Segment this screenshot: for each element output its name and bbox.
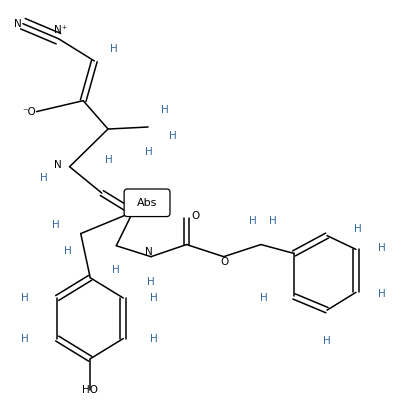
Text: H: H — [52, 220, 60, 231]
Text: H: H — [40, 173, 48, 183]
Text: O: O — [191, 211, 200, 221]
Text: H: H — [112, 265, 120, 275]
Text: N: N — [14, 19, 22, 29]
Text: H: H — [161, 104, 168, 115]
Text: O: O — [220, 257, 229, 266]
Text: H: H — [169, 131, 177, 141]
Text: H: H — [249, 216, 257, 226]
Text: H: H — [105, 155, 113, 165]
FancyBboxPatch shape — [124, 189, 170, 217]
Text: H: H — [146, 147, 153, 157]
Text: H: H — [64, 246, 72, 255]
Text: ⁻O: ⁻O — [22, 106, 36, 117]
Text: H: H — [147, 277, 155, 287]
Text: H: H — [378, 243, 386, 253]
Text: N: N — [54, 160, 62, 170]
Text: H: H — [150, 333, 157, 344]
Text: Abs: Abs — [136, 198, 157, 208]
Text: HO: HO — [82, 385, 98, 395]
Text: H: H — [270, 216, 277, 226]
Text: H: H — [378, 289, 386, 299]
Text: H: H — [150, 293, 157, 303]
Text: H: H — [323, 336, 331, 346]
Text: H: H — [22, 293, 29, 303]
Text: N⁺: N⁺ — [54, 25, 67, 35]
Text: H: H — [110, 44, 118, 54]
Text: H: H — [354, 224, 362, 234]
Text: H: H — [260, 293, 267, 303]
Text: H: H — [22, 333, 29, 344]
Text: N: N — [145, 247, 153, 257]
